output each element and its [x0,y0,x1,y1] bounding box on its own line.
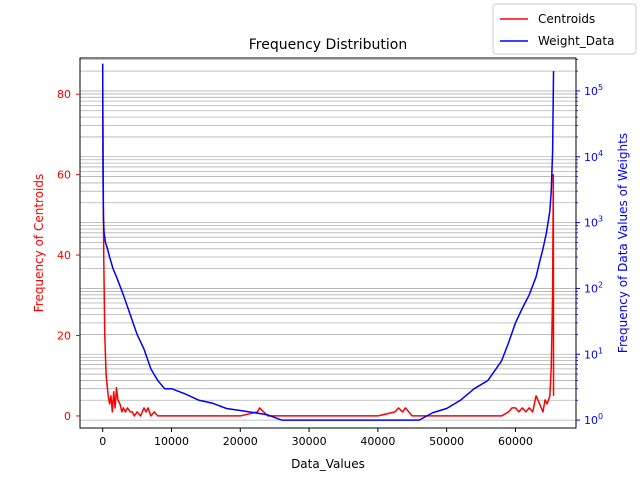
x-tick-label: 30000 [292,435,327,448]
y-left-tick-label: 20 [57,330,71,343]
y-right-tick-label: 105 [584,83,603,98]
plot-frame [79,57,577,429]
chart-title: Frequency Distribution [249,37,407,53]
x-tick-label: 0 [99,435,106,448]
legend-frame [492,3,637,55]
x-axis-label: Data_Values [291,457,365,471]
y-left-tick-label: 80 [57,88,71,101]
series-lines [101,63,555,421]
x-tick-label: 20000 [223,435,258,448]
y-right-tick-label: 104 [584,149,603,164]
y-left-tick-label: 40 [57,249,71,262]
y-right-tick-label: 103 [584,215,603,230]
y-left-tick-label: 60 [57,169,71,182]
x-axis: 0 10000 20000 30000 40000 50000 60000 [99,428,533,448]
legend: Centroids Weight_Data [492,3,637,55]
y-axis-right: 100 101 102 103 104 105 [576,59,603,427]
y-axis-left-label: Frequency of Centroids [32,174,46,312]
x-tick-label: 40000 [360,435,395,448]
x-tick-label: 10000 [154,435,189,448]
series-line-centroids [101,94,555,417]
y-right-tick-label: 101 [584,346,603,361]
series-line-weight-data [101,63,555,421]
x-tick-label: 60000 [498,435,533,448]
y-axis-right-label: Frequency of Data Values of Weights [616,133,630,353]
grid-lines [80,59,576,421]
y-right-tick-label: 100 [584,412,603,427]
legend-label-weight-data: Weight_Data [538,34,614,48]
y-right-tick-label: 102 [584,280,603,295]
y-axis-left: 0 20 40 60 80 [57,88,80,423]
y-left-tick-label: 0 [64,410,71,423]
legend-label-centroids: Centroids [538,12,595,26]
x-tick-label: 50000 [429,435,464,448]
